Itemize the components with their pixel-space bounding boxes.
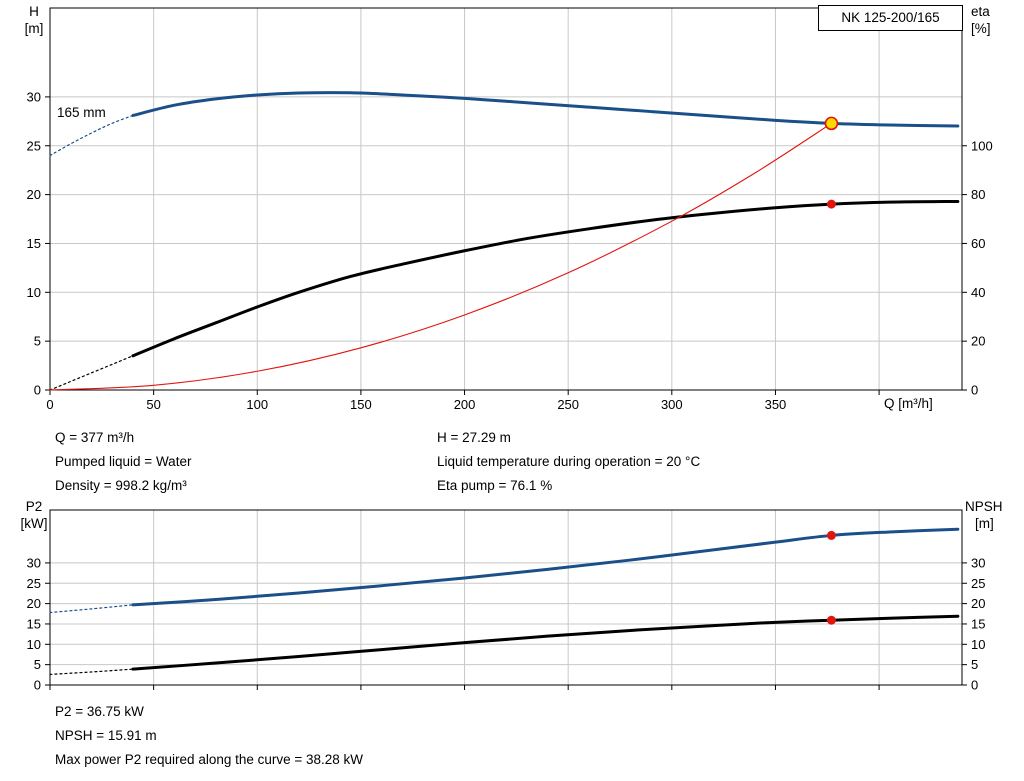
npsh-curve-dashed bbox=[49, 668, 134, 676]
x-tick-label: 200 bbox=[454, 397, 476, 412]
y-left-tick-label: 10 bbox=[27, 285, 41, 300]
y-left-tick-label: 25 bbox=[27, 576, 41, 591]
y-left-tick-label: 25 bbox=[27, 138, 41, 153]
pump-model-label: NK 125-200/165 bbox=[818, 5, 963, 31]
p2-axis-unit: [kW] bbox=[20, 516, 48, 531]
p2-curve-dashed bbox=[49, 604, 134, 614]
duty-parabola bbox=[49, 122, 832, 391]
info-flow: Q = 377 m³/h bbox=[55, 430, 135, 445]
eta-curve bbox=[131, 199, 960, 358]
p2-npsh-chart: 0 5 10 15 20 25 30 0 5 10 15 20 25 30 bbox=[27, 509, 985, 693]
x-tick-label: 250 bbox=[557, 397, 579, 412]
info-temperature: Liquid temperature during operation = 20… bbox=[437, 454, 701, 469]
info-eta: Eta pump = 76.1 % bbox=[437, 478, 553, 493]
impeller-size-label: 165 mm bbox=[57, 105, 106, 120]
y-left-tick-label: 10 bbox=[27, 637, 41, 652]
y-right-tick-label: 20 bbox=[971, 334, 985, 349]
info-head: H = 27.29 m bbox=[437, 430, 511, 445]
npsh-point bbox=[826, 615, 836, 625]
y-left-tick-label: 0 bbox=[34, 678, 41, 693]
y-right-tick-label: 30 bbox=[971, 555, 985, 570]
q-axis-title: Q [m³/h] bbox=[884, 396, 933, 411]
info-npsh: NPSH = 15.91 m bbox=[55, 728, 157, 743]
y-right-tick-label: 40 bbox=[971, 285, 985, 300]
y-left-tick-label: 15 bbox=[27, 236, 41, 251]
y-left-tick-label: 5 bbox=[34, 334, 41, 349]
p2-curve bbox=[131, 527, 960, 607]
x-tick-label: 50 bbox=[146, 397, 160, 412]
plot-border bbox=[49, 509, 963, 686]
h-axis-unit: [m] bbox=[24, 21, 44, 36]
y-right-tick-label: 80 bbox=[971, 187, 985, 202]
y-right-tick-label: 10 bbox=[971, 637, 985, 652]
y-left-tick-label: 15 bbox=[27, 616, 41, 631]
npsh-axis-title: NPSH bbox=[965, 499, 1003, 514]
x-tick-label: 0 bbox=[46, 397, 53, 412]
y-left-tick-label: 0 bbox=[34, 383, 41, 398]
y-left-tick-label: 30 bbox=[27, 89, 41, 104]
plot-border bbox=[49, 7, 963, 391]
y-right-tick-label: 20 bbox=[971, 596, 985, 611]
y-right-tick-label: 15 bbox=[971, 616, 985, 631]
duty-point bbox=[824, 116, 839, 131]
x-tick-label: 150 bbox=[350, 397, 372, 412]
y-right-tick-label: 5 bbox=[971, 657, 978, 672]
p2-point bbox=[826, 530, 836, 540]
y-right-tick-label: 100 bbox=[971, 138, 993, 153]
info-p2: P2 = 36.75 kW bbox=[55, 704, 144, 719]
y-right-tick-label: 25 bbox=[971, 576, 985, 591]
npsh-axis-unit: [m] bbox=[975, 516, 994, 531]
y-right-tick-label: 0 bbox=[971, 383, 978, 398]
info-max-power: Max power P2 required along the curve = … bbox=[55, 752, 364, 767]
info-density: Density = 998.2 kg/m³ bbox=[55, 478, 187, 493]
eta-curve-dashed bbox=[49, 355, 134, 391]
head-curve-dashed bbox=[49, 114, 134, 157]
x-tick-label: 100 bbox=[246, 397, 268, 412]
y-right-tick-label: 60 bbox=[971, 236, 985, 251]
eta-axis-title: eta bbox=[971, 4, 990, 19]
p2-axis-title: P2 bbox=[25, 499, 43, 514]
y-right-tick-label: 0 bbox=[971, 678, 978, 693]
eta-axis-unit: [%] bbox=[971, 21, 991, 36]
h-axis-title: H bbox=[29, 4, 39, 19]
hq-chart: 0 50 100 150 200 250 300 3500510152025300204060… bbox=[27, 7, 993, 412]
x-tick-label: 350 bbox=[765, 397, 787, 412]
y-left-tick-label: 20 bbox=[27, 187, 41, 202]
y-left-tick-label: 30 bbox=[27, 555, 41, 570]
info-liquid: Pumped liquid = Water bbox=[55, 454, 192, 469]
eta-point bbox=[826, 199, 836, 209]
y-left-tick-label: 20 bbox=[27, 596, 41, 611]
x-tick-label: 300 bbox=[661, 397, 683, 412]
head-curve bbox=[131, 91, 960, 128]
y-left-tick-label: 5 bbox=[34, 657, 41, 672]
